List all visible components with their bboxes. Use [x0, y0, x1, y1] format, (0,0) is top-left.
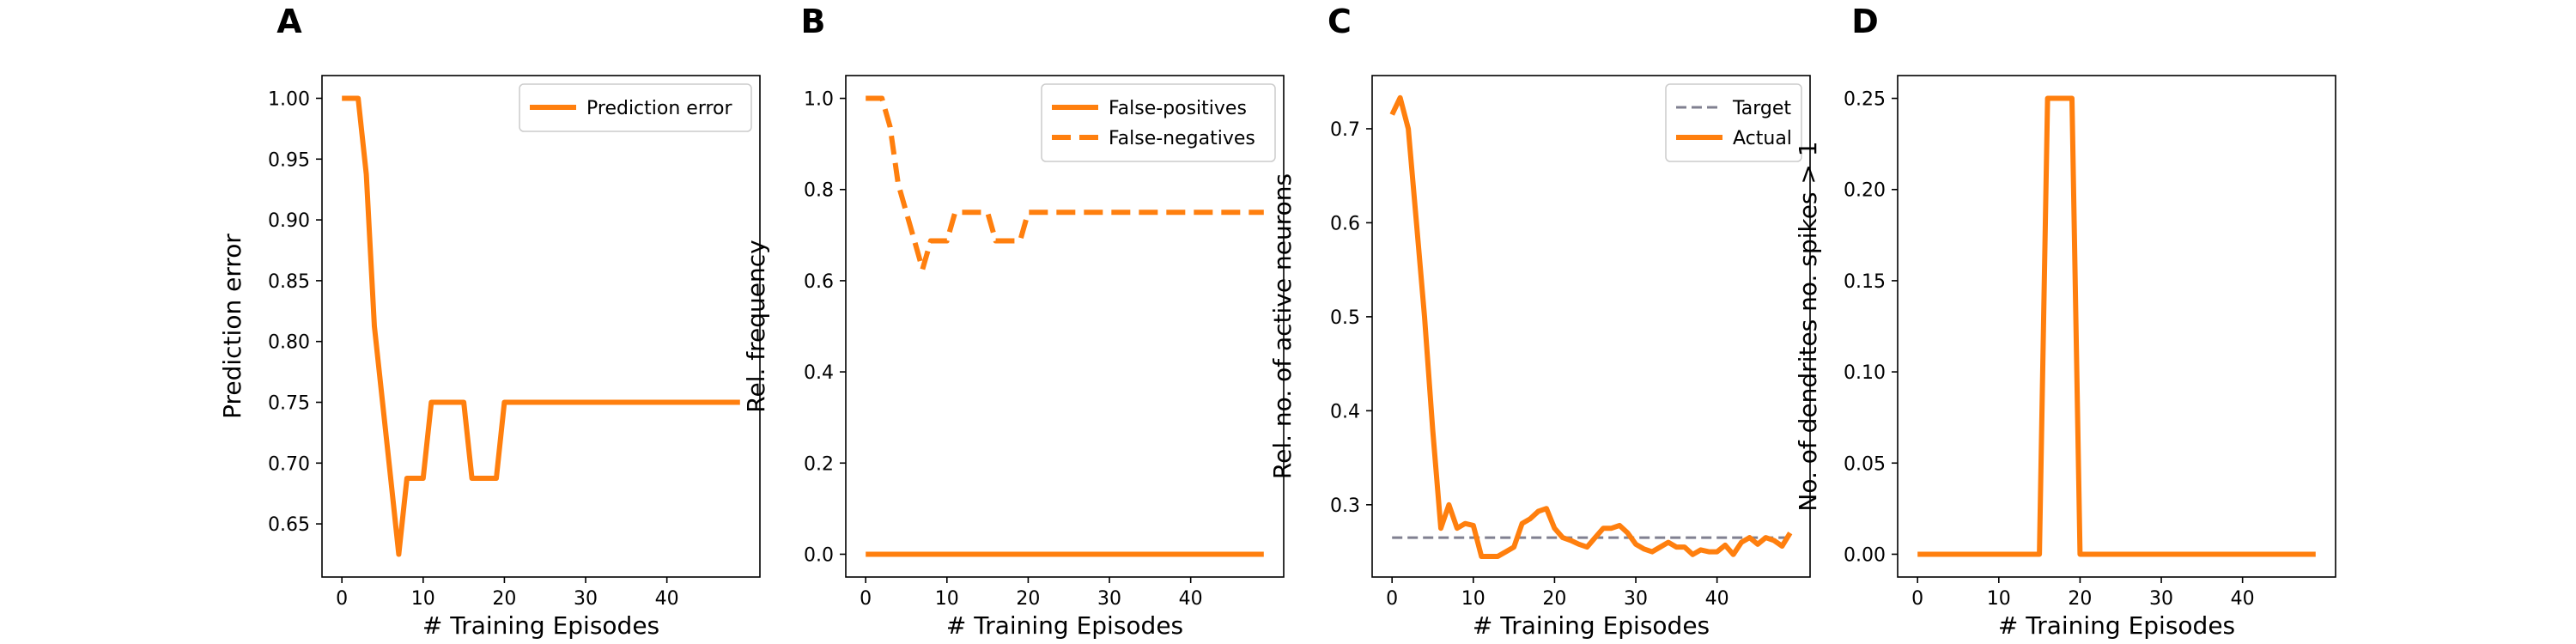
legend-label: Prediction error — [586, 98, 732, 119]
legend-label: False-positives — [1109, 98, 1247, 119]
x-tick-label: 20 — [1016, 588, 1040, 610]
series-line-false-negatives — [866, 95, 1264, 272]
y-tick-label: 0.6 — [1330, 213, 1360, 234]
y-axis-label: No. of dendrites no. spikes > 1 — [1794, 141, 1822, 511]
y-tick-label: 0.3 — [1330, 495, 1360, 517]
x-tick-label: 20 — [492, 588, 516, 610]
y-tick-label: 0.95 — [268, 149, 310, 171]
y-tick-label: 1.00 — [268, 88, 310, 110]
y-tick-label: 0.15 — [1844, 271, 1886, 293]
x-tick-label: 40 — [2231, 588, 2255, 610]
y-tick-label: 0.5 — [1330, 307, 1360, 329]
legend-label: Actual — [1733, 128, 1792, 149]
series-line-prediction-error — [342, 95, 740, 557]
y-tick-label: 0.85 — [268, 271, 310, 293]
series-line-0 — [1917, 95, 2316, 557]
panel-c: 0 10 20 30 40 0.3 0.4 0.5 0.6 0.7 # Training Episo… — [1268, 3, 1811, 640]
x-tick-label: 40 — [655, 588, 679, 610]
x-tick-label: 40 — [1179, 588, 1203, 610]
y-tick-label: 0.2 — [804, 453, 834, 475]
y-axis-label: Rel. frequency — [742, 240, 770, 412]
x-tick-label: 20 — [1542, 588, 1566, 610]
axes-frame — [1371, 75, 1811, 578]
y-tick-label: 0.70 — [268, 453, 310, 475]
axes-frame — [845, 75, 1285, 578]
y-axis-label: Rel. no. of active neurons — [1268, 173, 1297, 479]
panel-a: 0 10 20 30 40 0.65 0.70 0.75 0.80 0.85 0.90 0.95 1.0… — [218, 3, 761, 640]
y-tick-label: 0.00 — [1844, 544, 1886, 566]
legend-box — [1665, 83, 1802, 162]
y-tick-label: 0.10 — [1844, 362, 1886, 384]
axes-frame — [321, 75, 761, 578]
x-axis-label: # Training Episodes — [422, 611, 659, 640]
axes-frame — [1897, 75, 2336, 578]
x-tick-label: 0 — [1386, 588, 1398, 610]
x-tick-label: 0 — [860, 588, 872, 610]
panel-d: 0 10 20 30 40 0.00 0.05 0.10 0.15 0.20 0.25 # Train… — [1794, 3, 2336, 640]
legend-box — [519, 83, 752, 132]
legend-box — [1041, 83, 1276, 162]
y-tick-label: 0.05 — [1844, 453, 1886, 475]
x-tick-label: 10 — [1461, 588, 1485, 610]
x-tick-label: 10 — [1987, 588, 2011, 610]
y-tick-label: 0.4 — [1330, 401, 1360, 422]
panel-b: 0 10 20 30 40 0.0 0.2 0.4 0.6 0.8 1.0 # Training Ep… — [742, 3, 1285, 640]
series-line-actual — [1389, 94, 1793, 559]
y-tick-label: 0.65 — [268, 514, 310, 536]
legend-label: Target — [1732, 98, 1791, 119]
x-tick-label: 0 — [1911, 588, 1923, 610]
x-axis-label: # Training Episodes — [1998, 611, 2235, 640]
x-tick-label: 30 — [1097, 588, 1121, 610]
y-tick-label: 0.4 — [804, 362, 834, 384]
y-tick-label: 0.75 — [268, 393, 310, 415]
x-tick-label: 30 — [2149, 588, 2173, 610]
x-tick-label: 40 — [1705, 588, 1729, 610]
x-tick-label: 30 — [1624, 588, 1648, 610]
legend-label: False-negatives — [1109, 128, 1255, 149]
x-tick-label: 10 — [411, 588, 435, 610]
x-axis-label: # Training Episodes — [946, 611, 1183, 640]
y-tick-label: 0.6 — [804, 271, 834, 293]
panel-letter: C — [1327, 3, 1352, 40]
x-tick-label: 0 — [336, 588, 348, 610]
y-tick-label: 0.80 — [268, 332, 310, 354]
x-tick-label: 10 — [935, 588, 959, 610]
x-tick-label: 30 — [574, 588, 598, 610]
panel-letter: D — [1851, 3, 1879, 40]
y-tick-label: 1.0 — [804, 89, 834, 111]
y-axis-label: Prediction error — [218, 234, 246, 419]
y-tick-label: 0.7 — [1330, 119, 1360, 141]
x-tick-label: 20 — [2068, 588, 2092, 610]
y-tick-label: 0.0 — [804, 544, 834, 566]
y-tick-label: 0.25 — [1844, 89, 1886, 111]
y-tick-label: 0.8 — [804, 180, 834, 202]
panel-letter: B — [801, 3, 826, 40]
y-tick-label: 0.90 — [268, 210, 310, 232]
panel-letter: A — [276, 3, 302, 40]
y-tick-label: 0.20 — [1844, 180, 1886, 202]
x-axis-label: # Training Episodes — [1473, 611, 1710, 640]
